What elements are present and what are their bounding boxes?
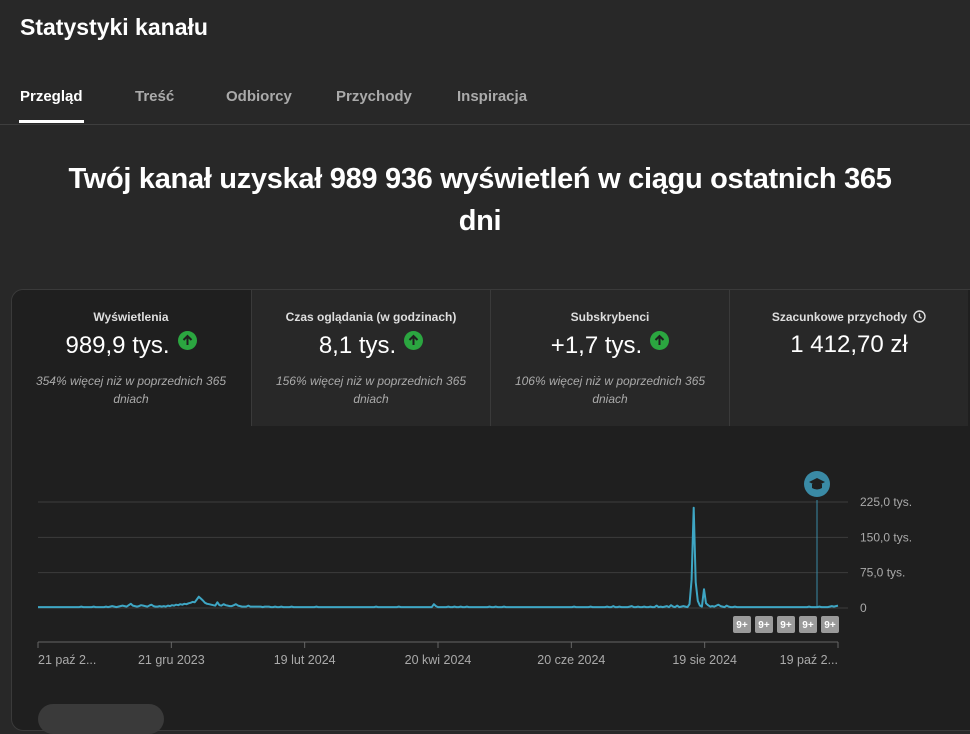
metric-value-text: +1,7 tys. [550, 332, 643, 359]
metric-comparison: 106% więcej niż w poprzednich 365 dniach [514, 374, 706, 406]
tab-audience[interactable]: Odbiorcy [226, 88, 292, 105]
metric-card-views[interactable]: Wyświetlenia 989,9 tys. 354% więcej niż … [12, 290, 250, 426]
arrow-up-icon [650, 331, 670, 350]
metric-value-text: 8,1 tys. [318, 332, 397, 359]
metric-label-text: Szacunkowe przychody [771, 310, 908, 324]
svg-text:9+: 9+ [802, 620, 814, 631]
graduation-cap-icon[interactable] [804, 471, 830, 497]
metric-label: Czas oglądania (w godzinach) [285, 310, 457, 324]
active-tab-indicator [19, 120, 84, 123]
overview-panel: Wyświetlenia 989,9 tys. 354% więcej niż … [11, 289, 970, 731]
metric-label: Subskrybenci [570, 310, 650, 324]
event-badge[interactable]: 9+ [799, 616, 817, 633]
metric-label: Wyświetlenia [93, 310, 169, 324]
event-badge[interactable]: 9+ [777, 616, 795, 633]
metric-card-revenue[interactable]: Szacunkowe przychody 1 412,70 zł [729, 290, 968, 426]
svg-text:9+: 9+ [824, 620, 836, 631]
metric-comparison: 354% więcej niż w poprzednich 365 dniach [35, 374, 227, 406]
metric-comparison: 156% więcej niż w poprzednich 365 dniach [275, 374, 467, 406]
metric-card-watch-time[interactable]: Czas oglądania (w godzinach) 8,1 tys. 15… [251, 290, 490, 426]
metric-value: 989,9 tys. [12, 331, 250, 360]
metric-label: Szacunkowe przychody [730, 310, 968, 324]
arrow-up-icon [177, 331, 197, 350]
clock-icon[interactable] [913, 310, 926, 323]
annotation-badges: 9+ 9+ 9+ 9+ 9+ [733, 616, 839, 633]
svg-text:9+: 9+ [758, 620, 770, 631]
event-badge[interactable]: 9+ [755, 616, 773, 633]
svg-text:9+: 9+ [780, 620, 792, 631]
headline: Twój kanał uzyskał 989 936 wyświetleń w … [68, 163, 892, 237]
tab-bar: Przegląd Treść Odbiorcy Przychody Inspir… [0, 72, 970, 125]
svg-text:9+: 9+ [736, 620, 748, 631]
metric-card-subscribers[interactable]: Subskrybenci +1,7 tys. 106% więcej niż w… [490, 290, 729, 426]
event-badge[interactable]: 9+ [733, 616, 751, 633]
page-title: Statystyki kanału [20, 14, 208, 40]
tab-overview[interactable]: Przegląd [20, 88, 83, 105]
see-more-button[interactable] [38, 704, 164, 734]
metric-value-text: 989,9 tys. [65, 332, 170, 359]
arrow-up-icon [404, 331, 424, 350]
tab-revenue[interactable]: Przychody [336, 88, 412, 105]
event-badge[interactable]: 9+ [821, 616, 839, 633]
metric-value: 1 412,70 zł [790, 331, 908, 358]
tab-content[interactable]: Treść [135, 88, 175, 105]
tab-inspiration[interactable]: Inspiracja [457, 88, 528, 105]
metric-value: +1,7 tys. [491, 331, 729, 360]
metric-value: 8,1 tys. [252, 331, 490, 360]
